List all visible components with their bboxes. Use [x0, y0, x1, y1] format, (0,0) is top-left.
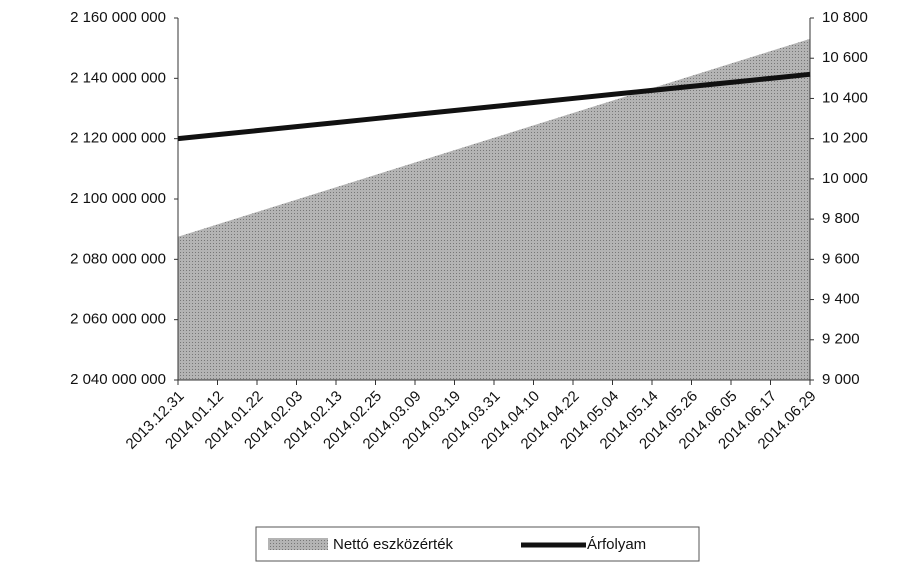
y-tick-label: 2 080 000 000 — [70, 250, 166, 267]
y-tick-label: 2 160 000 000 — [70, 9, 166, 26]
y2-tick-label: 10 000 — [822, 170, 868, 187]
y-tick-label: 2 040 000 000 — [70, 371, 166, 388]
y-tick-label: 2 060 000 000 — [70, 311, 166, 328]
legend-swatch — [268, 538, 328, 550]
y2-tick-label: 9 000 — [822, 371, 860, 388]
legend-label: Nettó eszközérték — [333, 536, 454, 553]
y2-tick-label: 10 600 — [822, 49, 868, 66]
y2-tick-label: 9 800 — [822, 210, 860, 227]
legend-label: Árfolyam — [587, 536, 646, 553]
y2-tick-label: 10 800 — [822, 9, 868, 26]
y-tick-label: 2 100 000 000 — [70, 190, 166, 207]
y-tick-label: 2 140 000 000 — [70, 69, 166, 86]
y2-tick-label: 9 600 — [822, 250, 860, 267]
y2-tick-label: 10 400 — [822, 89, 868, 106]
y2-tick-label: 9 200 — [822, 331, 860, 348]
y2-tick-label: 9 400 — [822, 291, 860, 308]
y-tick-label: 2 120 000 000 — [70, 130, 166, 147]
y2-tick-label: 10 200 — [822, 130, 868, 147]
line — [177, 71, 811, 142]
area — [178, 38, 810, 380]
legend-box — [255, 526, 700, 562]
